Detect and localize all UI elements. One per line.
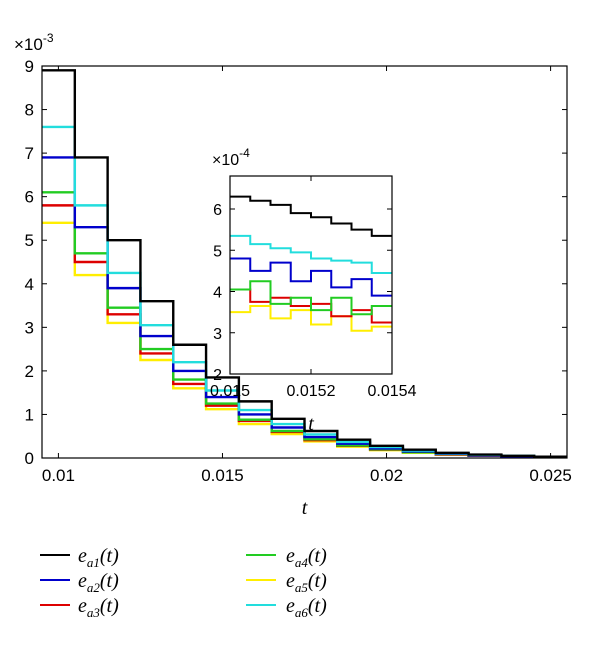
legend-label-suffix: (t) xyxy=(308,545,327,567)
legend-label-subscript: a4 xyxy=(295,555,309,570)
legend-label-base: e xyxy=(78,595,87,617)
main-y-tick-label: 4 xyxy=(25,275,34,294)
legend-label-subscript: a6 xyxy=(295,605,309,620)
main-y-multiplier: ×10-3 xyxy=(14,31,54,54)
legend-item-6: ea6(t) xyxy=(246,595,327,620)
legend: ea1(t)ea2(t)ea3(t)ea4(t)ea5(t)ea6(t) xyxy=(40,545,327,620)
inset-y-tick-label: 4 xyxy=(213,285,222,302)
inset-x-tick-label: 0.0152 xyxy=(287,383,336,400)
main-frame xyxy=(41,65,568,459)
main-series-group xyxy=(42,69,567,458)
legend-label-base: e xyxy=(78,545,87,567)
inset-series-4-line xyxy=(230,280,392,316)
legend-label-3: ea3(t) xyxy=(78,595,119,620)
inset-series-group xyxy=(230,195,392,332)
inset-x-tick-label: 0.015 xyxy=(210,383,250,400)
main-y-multiplier-exponent: -3 xyxy=(43,31,54,45)
main-y-tick-label: 7 xyxy=(25,144,34,163)
legend-label-suffix: (t) xyxy=(308,570,327,592)
legend-label-4: ea4(t) xyxy=(286,545,327,570)
main-x-tick-label: 0.01 xyxy=(42,466,75,485)
legend-label-6: ea6(t) xyxy=(286,595,327,620)
main-series-1-line xyxy=(42,69,567,458)
legend-item-4: ea4(t) xyxy=(246,545,327,570)
main-y-tick-label: 6 xyxy=(25,188,34,207)
legend-label-subscript: a2 xyxy=(87,580,101,595)
main-y-tick-label: 0 xyxy=(25,449,34,468)
inset-y-multiplier-base: ×10 xyxy=(212,152,239,169)
inset-series-6-line xyxy=(230,234,392,274)
inset-y-tick-label: 6 xyxy=(213,202,222,219)
main-y-tick-label: 5 xyxy=(25,231,34,250)
inset-series-5-line xyxy=(230,304,392,332)
legend-label-suffix: (t) xyxy=(308,595,327,617)
main-y-tick-label: 9 xyxy=(25,57,34,76)
inset-y-tick-label: 3 xyxy=(213,326,222,343)
inset-y-multiplier-exponent: -4 xyxy=(239,146,250,160)
legend-label-subscript: a3 xyxy=(87,605,101,620)
main-x-tick-label: 0.025 xyxy=(529,466,572,485)
main-y-tick-label: 8 xyxy=(25,101,34,120)
inset-series-2-line xyxy=(230,257,392,297)
legend-label-base: e xyxy=(286,595,295,617)
legend-item-1: ea1(t) xyxy=(40,545,119,570)
legend-item-5: ea5(t) xyxy=(246,570,327,595)
main-y-tick-label: 3 xyxy=(25,318,34,337)
inset-plot: 0.015 0.0152 0.0154 2 3 4 5 6 ×10-4 t xyxy=(210,146,417,435)
legend-label-1: ea1(t) xyxy=(78,545,119,570)
legend-item-2: ea2(t) xyxy=(40,570,119,595)
main-y-multiplier-base: ×10 xyxy=(14,35,43,54)
legend-label-base: e xyxy=(286,545,295,567)
legend-label-base: e xyxy=(286,570,295,592)
main-x-axis-label: t xyxy=(302,497,308,519)
inset-x-axis-label: t xyxy=(308,413,314,435)
legend-label-5: ea5(t) xyxy=(286,570,327,595)
main-y-tick-label: 1 xyxy=(25,405,34,424)
legend-label-base: e xyxy=(78,570,87,592)
legend-label-2: ea2(t) xyxy=(78,570,119,595)
main-x-tick-label: 0.015 xyxy=(201,466,244,485)
inset-y-tick-label: 5 xyxy=(213,243,222,260)
legend-label-suffix: (t) xyxy=(100,595,119,617)
legend-item-3: ea3(t) xyxy=(40,595,119,620)
legend-label-subscript: a5 xyxy=(295,580,309,595)
legend-label-suffix: (t) xyxy=(100,545,119,567)
inset-series-1-line xyxy=(230,195,392,237)
legend-label-subscript: a1 xyxy=(87,555,100,570)
inset-x-tick-label: 0.0154 xyxy=(368,383,417,400)
main-x-tick-label: 0.02 xyxy=(370,466,403,485)
inset-y-tick-label: 2 xyxy=(213,367,222,384)
main-y-tick-label: 2 xyxy=(25,362,34,381)
legend-label-suffix: (t) xyxy=(100,570,119,592)
inset-y-multiplier: ×10-4 xyxy=(212,146,250,169)
